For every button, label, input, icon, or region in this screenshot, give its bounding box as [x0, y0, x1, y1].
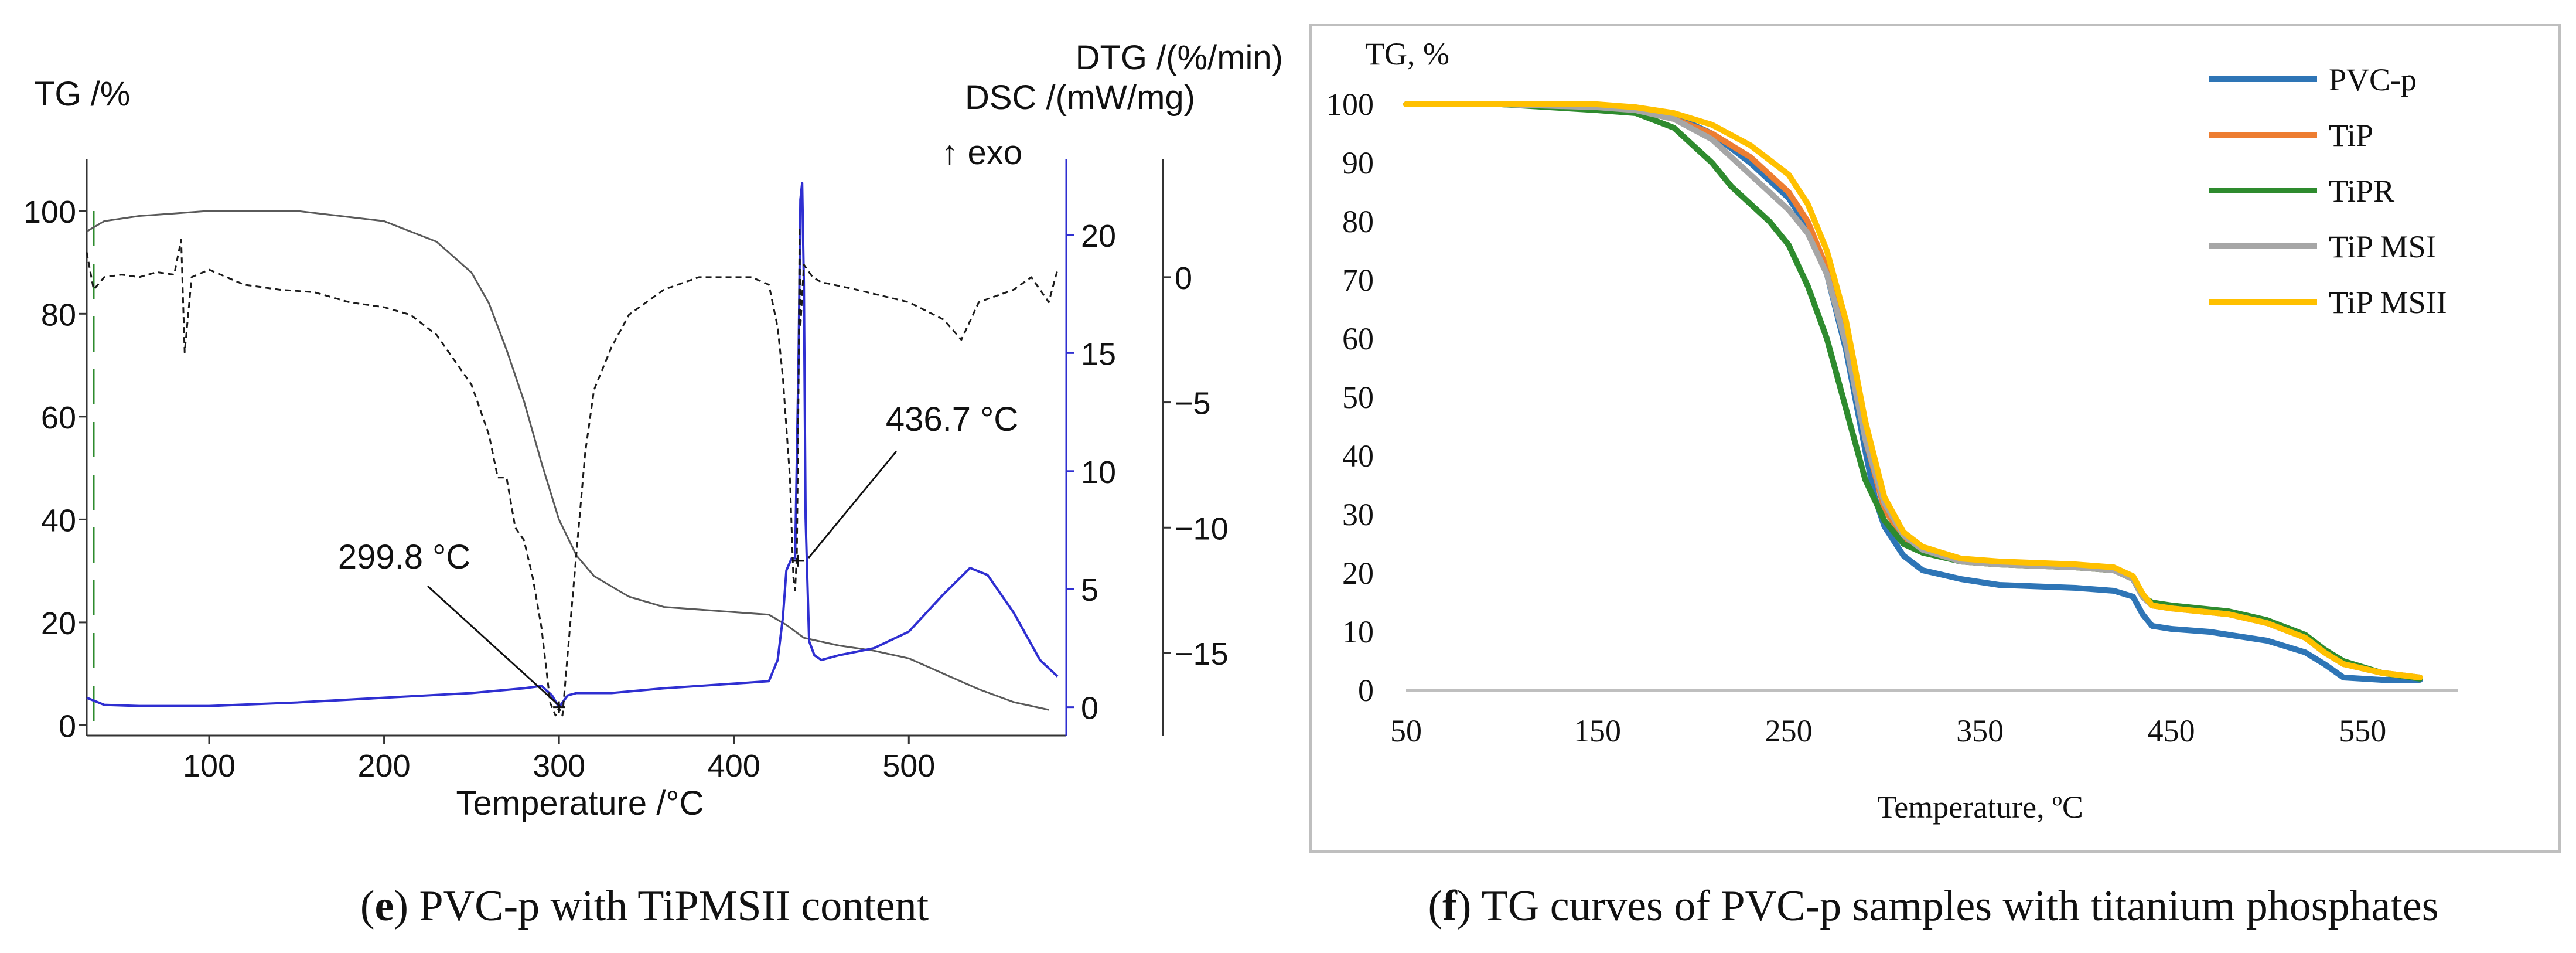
svg-text:(f) TG curves of PVC-p samples: (f) TG curves of PVC-p samples with tita… [1428, 882, 2438, 930]
panel-e-x-ticks: 100 200 300 400 500 [183, 736, 935, 784]
panel-f-y-tick-label: 30 [1342, 497, 1374, 532]
annotation-299-leader [427, 585, 562, 709]
panel-f-x-tick-label: 250 [1765, 713, 1813, 748]
annotation-299-label: 299.8 °C [338, 538, 470, 576]
panel-e-dtg-tick-label: 0 [1175, 261, 1192, 296]
panel-f-x-tick-label: 550 [2339, 713, 2386, 748]
panel-f-y-tick-label: 80 [1342, 204, 1374, 239]
panel-e-tg-axis-label: TG /% [34, 75, 130, 113]
caption-f-text: TG curves of PVC-p samples with titanium… [1482, 882, 2439, 930]
panel-e-dtg-ticks: 0 −5 −10 −15 [1163, 261, 1229, 672]
caption-f: (f) TG curves of PVC-p samples with tita… [1428, 882, 2438, 930]
legend-label-tip: TiP [2329, 118, 2373, 153]
panel-e-dsc-ticks: 0 5 10 15 20 [1066, 219, 1116, 726]
panel-f-y-tick-label: 60 [1342, 321, 1374, 356]
panel-e-chart: TG /% DTG /(%/min) DSC /(mW/mg) ↑ exo Te… [23, 39, 1283, 822]
panel-e-x-tick-label: 100 [183, 748, 236, 784]
panel-e-dtg-tick-label: −15 [1175, 637, 1229, 672]
legend-label-tip-msi: TiP MSI [2329, 229, 2437, 264]
panel-e-tg-tick-label: 0 [59, 709, 76, 744]
panel-e-series-tg [86, 210, 1049, 711]
panel-e-dsc-tick-label: 5 [1081, 573, 1098, 608]
panel-f-x-tick-label: 350 [1956, 713, 2004, 748]
panel-f-chart: TG, % Temperature, ºC 50 150 250 350 450 550 … [1309, 24, 2561, 853]
panel-e-x-tick-label: 500 [882, 748, 935, 784]
panel-f-x-ticks: 50 150 250 350 450 550 [1390, 713, 2386, 748]
legend-label-tip-msii: TiP MSII [2329, 285, 2447, 320]
caption-f-letter: f [1442, 882, 1458, 930]
panel-f-y-axis-label: TG, % [1365, 36, 1449, 72]
panel-f-x-tick-label: 150 [1574, 713, 1621, 748]
legend-label-pvc-p: PVC-p [2329, 62, 2417, 97]
panel-e-annotation-marker [792, 554, 804, 567]
panel-f-x-axis-label: Temperature, ºC [1877, 789, 2083, 825]
panel-e-dtg-tick-label: −10 [1175, 511, 1229, 546]
panel-f-y-tick-label: 70 [1342, 263, 1374, 298]
panel-f-y-tick-label: 90 [1342, 145, 1374, 181]
panel-f-series [1403, 101, 2423, 683]
panel-f-y-tick-label: 100 [1326, 87, 1374, 122]
panel-e-dtg-tick-label: −5 [1175, 386, 1211, 421]
panel-e-dsc-tick-label: 20 [1081, 219, 1116, 254]
panel-e-x-tick-label: 400 [708, 748, 760, 784]
panel-e-series [86, 182, 1059, 717]
panel-e-x-tick-label: 300 [533, 748, 585, 784]
panel-e-series-dtg [86, 226, 1059, 717]
caption-e-letter: e [374, 882, 394, 930]
panel-f-y-tick-label: 10 [1342, 614, 1374, 649]
panel-f-y-tick-label: 0 [1358, 673, 1374, 708]
panel-e-tg-tick-label: 100 [23, 195, 76, 230]
panel-e-dsc-tick-label: 15 [1081, 336, 1116, 372]
panel-f-x-tick-label: 50 [1390, 713, 1422, 748]
panel-f-y-ticks: 0 10 20 30 40 50 60 70 80 90 100 [1326, 87, 1374, 708]
panel-e-exo-label: ↑ exo [941, 134, 1022, 172]
panel-e-tg-tick-label: 60 [41, 400, 76, 435]
panel-f-y-tick-label: 20 [1342, 556, 1374, 591]
panel-e-x-tick-label: 200 [358, 748, 411, 784]
panel-e-annotation-marker [553, 701, 565, 713]
panel-f-y-tick-label: 40 [1342, 438, 1374, 474]
panel-e-dsc-tick-label: 10 [1081, 455, 1116, 490]
panel-e-dsc-tick-label: 0 [1081, 691, 1098, 726]
panel-e-tg-ticks: 0 20 40 60 80 100 [23, 195, 87, 744]
svg-text:(e) PVC-p with TiPMSII content: (e) PVC-p with TiPMSII content [360, 882, 929, 930]
panel-f-y-tick-label: 50 [1342, 380, 1374, 415]
panel-e-dsc-axis-label: DSC /(mW/mg) [965, 79, 1195, 117]
caption-e: (e) PVC-p with TiPMSII content [360, 882, 929, 930]
panel-e-dtg-axis-label: DTG /(%/min) [1076, 39, 1283, 77]
legend-label-tipr: TiPR [2329, 173, 2394, 209]
panel-e-x-axis-label: Temperature /°C [456, 784, 704, 822]
panel-f-legend: PVC-p TiP TiPR TiP MSI TiP MSII [2209, 62, 2447, 320]
panel-e-tg-tick-label: 20 [41, 606, 76, 641]
panel-e-tg-tick-label: 40 [41, 503, 76, 538]
panel-f-x-tick-label: 450 [2148, 713, 2195, 748]
panel-f-frame [1309, 24, 2561, 853]
panel-e-tg-tick-label: 80 [41, 297, 76, 332]
panel-e-series-dsc [86, 182, 1059, 709]
panel-f-series-tip-msii [1403, 101, 2423, 680]
annotation-436-label: 436.7 °C [886, 400, 1018, 438]
caption-e-text: PVC-p with TiPMSII content [419, 882, 929, 930]
annotation-436-leader [807, 451, 898, 559]
